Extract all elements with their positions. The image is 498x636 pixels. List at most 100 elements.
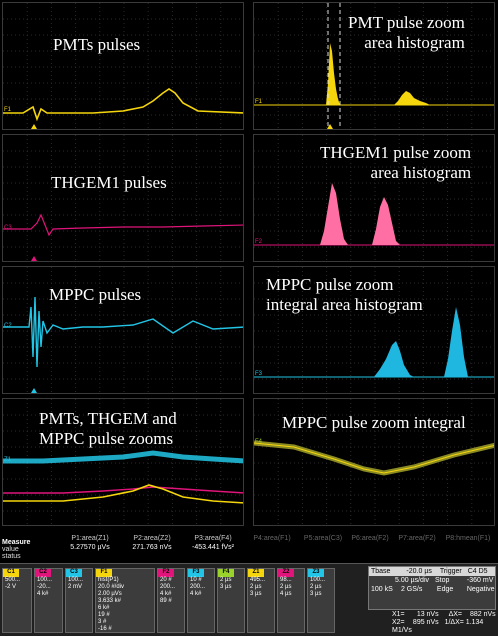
- panel-label: MPPC pulse zoom integral area histogram: [266, 275, 423, 314]
- channel-box-c1[interactable]: C1 500... -2 V: [2, 568, 32, 633]
- thgem-histogram: [254, 183, 494, 246]
- channel-setting: 6 k#: [98, 605, 110, 611]
- channel-marker: Z1: [4, 457, 12, 463]
- cursor-inv-dx-value: 1.134 M1/Vs: [392, 619, 484, 634]
- trigger-level: -360 mV: [466, 577, 494, 584]
- pulse-zooms-panel[interactable]: PMTs, THGEM and MPPC pulse zooms Z1: [2, 398, 244, 526]
- thgem-zoom-histogram-panel[interactable]: THGEM1 pulse zoom area histogram F2: [253, 134, 495, 262]
- panel-label: PMT pulse zoom area histogram: [348, 13, 465, 52]
- mppc-integral-panel[interactable]: MPPC pulse zoom integral F4: [253, 398, 495, 526]
- trigger-marker: [31, 256, 37, 261]
- channel-marker: C3: [4, 225, 12, 231]
- mppc-integral-trace: [254, 440, 494, 476]
- channel-box-c3[interactable]: C3 100... 2 mV: [65, 568, 93, 633]
- trigger-marker: [31, 124, 37, 129]
- channel-setting: 4 k#: [37, 591, 49, 597]
- timebase-scale: 5.00 µs/div: [395, 577, 429, 584]
- channel-tag: F2: [158, 569, 174, 577]
- param-name: P8:hmean(F1): [445, 535, 491, 542]
- measure-param[interactable]: P2:area(Z2) 271.763 nVs: [120, 534, 184, 552]
- channel-setting: 495...: [250, 577, 266, 583]
- measure-param[interactable]: P3:area(F4) -453.441 fVs²: [180, 534, 246, 552]
- panel-label: THGEM1 pulses: [51, 173, 167, 192]
- grid: [3, 3, 243, 129]
- mppc-zoom-histogram-panel[interactable]: MPPC pulse zoom integral area histogram …: [253, 266, 495, 394]
- measure-value-label: value: [2, 546, 19, 553]
- measure-param[interactable]: P8:hmean(F1): [440, 534, 496, 543]
- channel-setting: 98...: [280, 577, 292, 583]
- timebase-trigger-box[interactable]: Tbase -20.0 µs Trigger C4 D5 5.00 µs/div…: [368, 566, 496, 610]
- cursor-dx-value: 882 nVs: [469, 611, 496, 618]
- pmt-zoom-histogram-panel[interactable]: PMT pulse zoom area histogram F1: [253, 2, 495, 130]
- param-name: P5:area(C3): [303, 535, 343, 542]
- param-value: 271.763 nVs: [132, 544, 172, 551]
- measure-param[interactable]: P4:area(F1): [246, 534, 298, 543]
- pmt-trace: [3, 88, 243, 122]
- channel-box-z3[interactable]: Z3 100... 2 µs 3 µs: [307, 568, 335, 633]
- trigger-slope: Negative: [466, 586, 495, 593]
- channel-box-c2[interactable]: C2 100... -20... 4 k#: [34, 568, 63, 633]
- channel-setting: 2.00 µVs: [98, 591, 122, 597]
- channel-marker: C2: [4, 323, 12, 329]
- channel-setting: 2 µs: [310, 584, 322, 590]
- pmt-pulses-panel[interactable]: PMTs pulses F1: [2, 2, 244, 130]
- measure-param[interactable]: P1:area(Z1) 5.27570 µVs: [58, 534, 122, 552]
- mppc-pulses-panel[interactable]: MPPC pulses C2: [2, 266, 244, 394]
- sample-count: 100 kS: [371, 586, 393, 593]
- panel-label: THGEM1 pulse zoom area histogram: [320, 143, 472, 182]
- measure-param[interactable]: P6:area(F2): [346, 534, 394, 543]
- thgem-trace: [3, 213, 243, 237]
- trigger-type: Edge: [436, 586, 454, 593]
- panel-label: PMTs, THGEM and MPPC pulse zooms: [39, 409, 177, 448]
- channel-box-f4[interactable]: F4 2 µs 3 µs: [217, 568, 245, 633]
- cursor-inv-dx-label: 1/ΔX=: [444, 619, 464, 626]
- measure-bar[interactable]: Measure value status P1:area(Z1) 5.27570…: [0, 531, 498, 561]
- channel-setting: 100...: [68, 577, 84, 583]
- measure-param[interactable]: P7:area(F2): [392, 534, 442, 543]
- timebase-offset: -20.0 µs: [406, 568, 432, 575]
- channel-setting: 2 µs: [250, 584, 262, 590]
- channel-setting: 4 k#: [160, 591, 172, 597]
- channel-marker: F1: [255, 99, 263, 105]
- channel-box-z1[interactable]: Z1 495... 2 µs 3 µs: [247, 568, 275, 633]
- channel-descriptor-bar[interactable]: C1 500... -2 V C2 100... -20... 4 k# C3 100... 2 …: [0, 563, 498, 636]
- channel-box-z2[interactable]: Z2 98... 2 µs 4 µs: [277, 568, 305, 633]
- grid: [254, 3, 494, 129]
- channel-tag: C1: [3, 569, 19, 577]
- channel-tag: F4: [218, 569, 234, 577]
- channel-box-f2[interactable]: F2 20 #200... 4 k# 89 #: [157, 568, 185, 633]
- channel-setting: 2 µs: [220, 577, 232, 583]
- channel-setting: 200...: [190, 584, 206, 590]
- channel-tag: F1: [96, 569, 112, 577]
- channel-marker: F2: [255, 239, 263, 245]
- measure-param[interactable]: P5:area(C3): [298, 534, 348, 543]
- channel-setting: -2 V: [5, 584, 17, 590]
- cursor-row: X2= 895 nVs 1/ΔX= 1.134 M1/Vs: [392, 619, 496, 635]
- timebase-row: 100 kS 2 GS/s Edge Negative: [369, 585, 495, 594]
- channel-setting: 200...: [160, 584, 176, 590]
- sample-rate: 2 GS/s: [400, 586, 423, 593]
- channel-tag: Z1: [248, 569, 264, 577]
- channel-setting: 2 µs: [280, 584, 292, 590]
- channel-setting: -20...: [37, 584, 51, 590]
- pmt-histogram: [254, 3, 494, 129]
- channel-setting: -16 #: [98, 626, 112, 632]
- timebase-title: Tbase: [371, 568, 391, 575]
- thgem-pulses-panel[interactable]: THGEM1 pulses C3: [2, 134, 244, 262]
- cursor-x2-label: X2=: [392, 619, 405, 626]
- channel-setting: 4 µs: [280, 591, 292, 597]
- cursor-x1-label: X1=: [392, 611, 405, 618]
- channel-setting: 3 µs: [220, 584, 232, 590]
- channel-tag: Z2: [278, 569, 294, 577]
- cursor-x1-value: 13 nVs: [416, 611, 439, 618]
- param-value: 5.27570 µVs: [70, 544, 110, 551]
- trigger-channels: C4 D5: [467, 568, 488, 575]
- grid: [254, 135, 494, 261]
- channel-box-f1[interactable]: F1 hist(P1) 20.0 #/div 2.00 µVs 3.633 k# 6 k#…: [95, 568, 155, 633]
- param-name: P1:area(Z1): [71, 535, 109, 542]
- channel-box-f3[interactable]: F3 10 #200... 4 k#: [187, 568, 215, 633]
- channel-tag: Z3: [308, 569, 324, 577]
- cursor-readout: X1= 13 nVs ΔX= 882 nVs X2= 895 nVs 1/ΔX=…: [392, 611, 496, 635]
- param-name: P7:area(F2): [398, 535, 436, 542]
- channel-setting: hist(P1): [98, 577, 119, 583]
